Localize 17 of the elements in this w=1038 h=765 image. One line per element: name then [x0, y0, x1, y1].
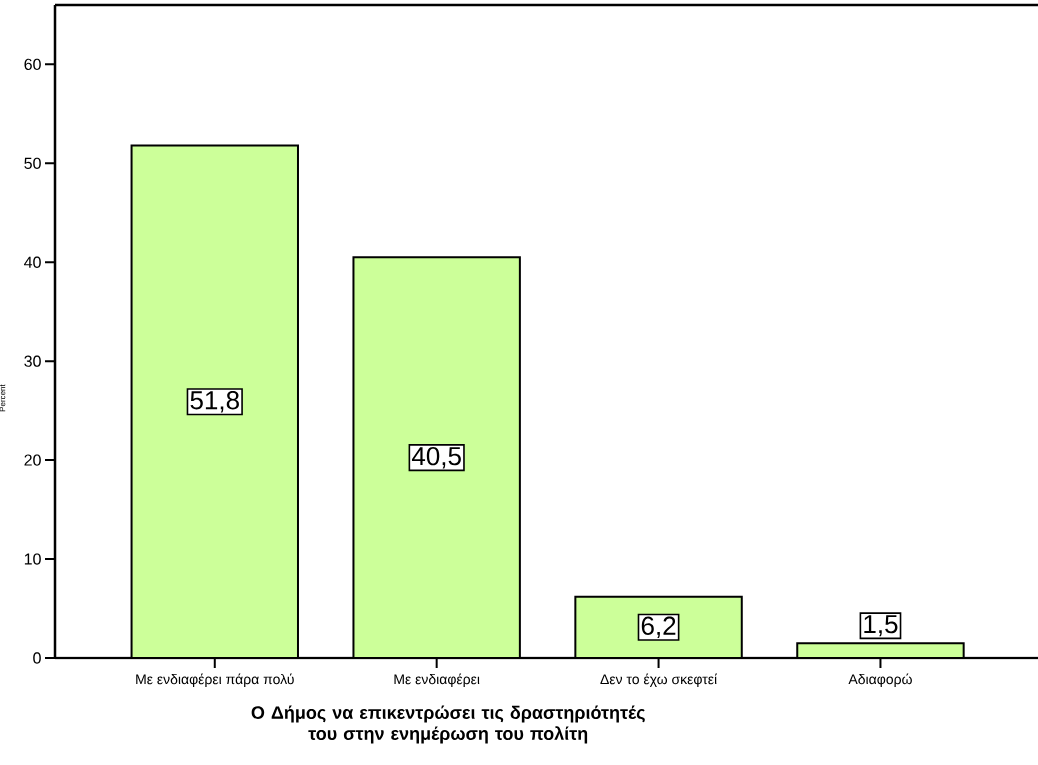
data-label: 51,8 — [190, 390, 239, 413]
y-tick-label: 50 — [24, 157, 41, 169]
y-axis-title: Percent — [0, 384, 6, 412]
y-tick-label: 30 — [24, 355, 41, 367]
data-label: 1,5 — [864, 615, 898, 637]
y-tick-label: 40 — [24, 256, 41, 268]
y-tick-label: 20 — [24, 454, 41, 466]
x-tick-label: Με ενδιαφέρει πάρα πολύ — [136, 673, 294, 687]
x-axis-title: Ο Δήμος να επικεντρώσει τις δραστηριότητές του στην ενημέρωση του πολίτη — [251, 705, 645, 744]
x-tick-label: Δεν το έχω σκεφτεί — [600, 673, 718, 687]
x-tick-label: Με ενδιαφέρει — [394, 673, 480, 687]
data-label: 40,5 — [411, 446, 461, 469]
data-label: 6,2 — [641, 616, 676, 639]
x-tick-label: Αδιαφορώ — [848, 673, 912, 687]
y-tick-label: 60 — [24, 58, 41, 71]
y-tick-label: 0 — [33, 652, 41, 664]
y-tick-label: 10 — [24, 553, 41, 565]
